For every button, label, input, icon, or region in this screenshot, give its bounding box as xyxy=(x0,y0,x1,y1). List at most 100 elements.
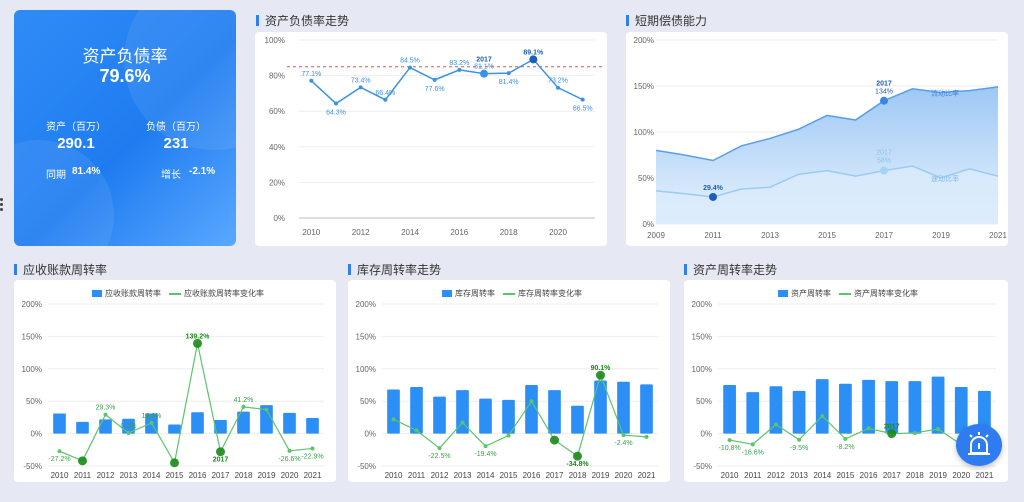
bar xyxy=(908,381,922,434)
y-tick-label: 50% xyxy=(360,397,376,406)
bar xyxy=(792,390,806,434)
x-tick-label: 2011 xyxy=(744,471,762,480)
assets-value: 290.1 xyxy=(57,135,95,152)
growth-label: 增长 xyxy=(161,170,181,181)
debt-trend-title: 资产负债率走势 xyxy=(256,12,349,29)
data-point xyxy=(506,71,511,76)
alarm-fab-button[interactable] xyxy=(956,424,1002,466)
rate-label: -22.9% xyxy=(301,453,323,460)
bar xyxy=(433,396,446,434)
rate-label: -22.5% xyxy=(428,453,450,460)
rate-point xyxy=(78,456,87,466)
asset-turnover-title-text: 资产周转率走势 xyxy=(693,263,778,277)
ar-legend: 应收账款周转率 应收账款周转率变化率 xyxy=(92,288,264,299)
y-tick-label: 150% xyxy=(356,332,376,341)
solvency-card: 0% 50% 100% 150% 200% 2009 2011 2013 2015 2017 201… xyxy=(626,32,1008,246)
y-tick-label: 40% xyxy=(269,143,285,152)
ar-turnover-chart: -50% 0% 50% 100% 150% 200% 2010 2011 2012 2013 201… xyxy=(22,300,324,480)
inventory-turnover-chart: -50% 0% 50% 100% 150% 200% 2010 2011 2012 2013 201… xyxy=(356,300,658,480)
vertical-dots-icon[interactable] xyxy=(0,198,3,213)
x-tick-label: 2019 xyxy=(929,471,947,480)
legend-bar-item: 库存周转率 xyxy=(442,288,495,299)
x-tick-label: 2021 xyxy=(304,471,322,480)
highlight-point xyxy=(709,192,717,201)
x-tick-label: 2012 xyxy=(97,471,115,480)
rate-point xyxy=(103,412,108,417)
x-tick-label: 2018 xyxy=(906,471,924,480)
y-tick-label: 200% xyxy=(22,300,42,309)
rate-point xyxy=(797,437,802,442)
x-tick-label: 2020 xyxy=(281,471,299,480)
bar xyxy=(978,390,991,434)
y-tick-label: -50% xyxy=(23,462,42,471)
x-tick-label: 2010 xyxy=(721,471,739,480)
bar xyxy=(885,381,899,434)
bar xyxy=(502,399,515,434)
debt-trend-title-text: 资产负债率走势 xyxy=(265,14,350,28)
bar xyxy=(746,392,760,434)
rate-label: 29.3% xyxy=(96,405,116,412)
data-point xyxy=(529,55,538,64)
bar xyxy=(548,390,561,434)
asset-turnover-card: 资产周转率 资产周转率变化率 -50% 0% 50% 100% 150% 200% 2010… xyxy=(684,280,1008,482)
y-tick-label: 100% xyxy=(692,365,712,374)
ar-turnover-card: 应收账款周转率 应收账款周转率变化率 -50% 0% 50% 100% 150% 200%… xyxy=(14,280,336,482)
y-tick-label: 100% xyxy=(22,365,42,374)
highlight-point xyxy=(880,96,888,105)
rate-line xyxy=(59,343,313,465)
x-tick-label: 2017 xyxy=(875,231,893,240)
rate-label: -10.8% xyxy=(718,445,740,452)
ar-turnover-title-text: 应收账款周转率 xyxy=(23,263,108,277)
legend-line-item: 资产周转率变化率 xyxy=(839,288,918,299)
inv-legend: 库存周转率 库存周转率变化率 xyxy=(442,288,582,299)
rate-point xyxy=(216,447,225,457)
title-bar-decoration xyxy=(348,264,351,275)
debt-trend-chart: 0% 20% 40% 60% 80% 100% 2010 2012 2014 2016 2018 20… xyxy=(265,36,603,237)
legend-line-label: 应收账款周转率变化率 xyxy=(184,289,264,298)
bar xyxy=(260,405,273,434)
y-tick-label: 200% xyxy=(634,36,654,45)
x-tick-label: 2013 xyxy=(790,471,808,480)
rate-point xyxy=(483,444,488,449)
bar xyxy=(640,384,653,434)
annotation-year: 2017 xyxy=(876,81,892,88)
data-point xyxy=(408,65,412,70)
rate-point xyxy=(621,433,626,438)
x-tick-label: 2014 xyxy=(477,471,495,480)
bar xyxy=(815,379,829,434)
bar xyxy=(99,419,112,434)
rate-point xyxy=(287,448,292,453)
growth-value: -2.1% xyxy=(189,166,216,177)
debt-trend-card: 0% 20% 40% 60% 80% 100% 2010 2012 2014 2016 2018 20… xyxy=(255,32,607,246)
rate-point xyxy=(506,433,511,438)
bar xyxy=(862,379,875,434)
bar xyxy=(214,419,227,434)
y-tick-label: 60% xyxy=(269,107,285,116)
bar xyxy=(617,381,630,434)
rate-point xyxy=(550,435,559,445)
data-point xyxy=(457,67,462,72)
y-tick-label: 150% xyxy=(692,332,712,341)
rate-point xyxy=(170,458,179,468)
current-ratio-line xyxy=(655,86,999,162)
data-label: 66.5% xyxy=(573,106,593,113)
y-tick-label: 50% xyxy=(696,397,712,406)
kpi-title: 资产负债率 xyxy=(82,47,168,66)
solvency-title: 短期偿债能力 xyxy=(626,12,707,29)
legend-bar-label: 资产周转率 xyxy=(791,289,831,298)
rate-point xyxy=(912,430,917,435)
x-tick-label: 2011 xyxy=(704,231,722,240)
liabilities-value: 231 xyxy=(163,135,189,152)
rate-label: -8.2% xyxy=(836,444,854,451)
rate-point xyxy=(264,407,269,412)
title-bar-decoration xyxy=(14,264,17,275)
inventory-turnover-card: 库存周转率 库存周转率变化率 -50% 0% 50% 100% 150% 200% 2010… xyxy=(348,280,670,482)
series-label: 速动比率 xyxy=(931,174,959,183)
x-tick-label: 2010 xyxy=(51,471,69,480)
rate-label: -34.8% xyxy=(566,461,589,468)
y-tick-label: 0% xyxy=(642,220,654,229)
x-tick-label: 2014 xyxy=(813,471,831,480)
bar xyxy=(954,386,968,434)
rate-label: -26.6% xyxy=(278,456,300,463)
legend-line-item: 应收账款周转率变化率 xyxy=(169,288,264,299)
